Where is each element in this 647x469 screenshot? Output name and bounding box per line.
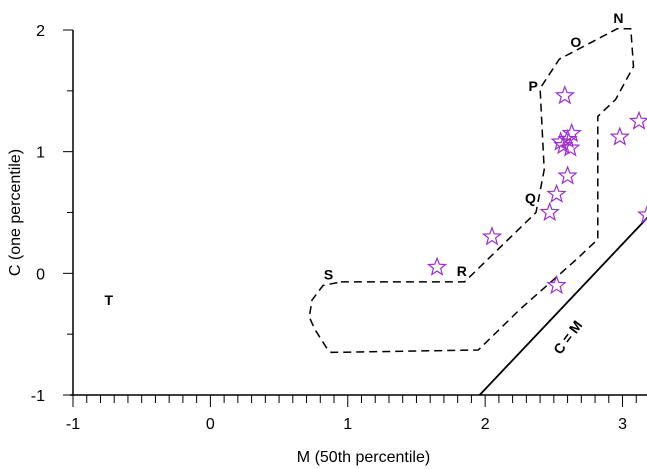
region-point-label: S	[324, 267, 333, 283]
data-point-star	[628, 110, 647, 130]
region-point-label: P	[529, 78, 538, 94]
data-point-star	[561, 122, 582, 143]
data-point-star	[554, 85, 576, 105]
x-tick-label: 2	[481, 416, 490, 433]
data-point-star	[481, 226, 503, 246]
data-point-star	[637, 205, 647, 224]
y-tick-label: 0	[36, 266, 45, 283]
region-point-label: O	[570, 34, 581, 50]
y-tick-label: 1	[36, 145, 45, 162]
dashed-region-boundary	[308, 28, 635, 354]
region-point-label: Q	[525, 190, 536, 206]
region-point-label: T	[104, 292, 113, 308]
data-point-star	[557, 128, 578, 149]
data-point-star	[560, 137, 581, 157]
x-tick-label: 0	[206, 416, 215, 433]
data-point-star	[546, 274, 567, 295]
x-tick-label: -1	[66, 416, 80, 433]
x-tick-label: 3	[618, 416, 627, 433]
reference-line-group: C = M	[478, 216, 647, 396]
x-tick-label: 1	[343, 416, 352, 433]
y-tick-label: -1	[31, 388, 45, 405]
ticks: -1 0 1 2 3 -1 0 1 2	[31, 23, 637, 433]
data-point-star	[539, 201, 560, 222]
markers	[426, 85, 647, 295]
c-equals-m-line	[478, 216, 647, 396]
data-point-star	[546, 183, 567, 203]
annotations: N O P Q R S T	[104, 10, 623, 308]
region-point-label: R	[457, 263, 467, 279]
boundary-group	[308, 28, 635, 354]
region-point-label: N	[613, 10, 623, 26]
c-equals-m-label: C = M	[550, 317, 585, 357]
data-point-star	[426, 256, 448, 276]
x-axis-title: M (50th percentile)	[297, 449, 430, 466]
y-axis-title: C (one percentile)	[7, 149, 24, 276]
data-point-star	[557, 165, 578, 185]
y-tick-label: 2	[36, 23, 45, 40]
data-point-star	[609, 126, 630, 146]
